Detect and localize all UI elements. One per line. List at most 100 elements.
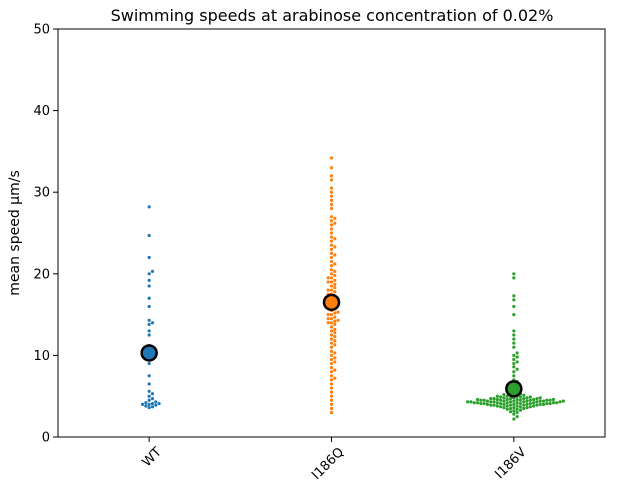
data-point xyxy=(512,329,515,332)
data-point xyxy=(330,391,333,394)
data-point xyxy=(512,374,515,377)
data-point xyxy=(512,417,515,420)
data-point xyxy=(466,400,469,403)
data-point xyxy=(509,397,512,400)
data-point xyxy=(558,400,561,403)
data-point xyxy=(502,403,505,406)
data-point xyxy=(516,351,519,354)
data-point xyxy=(330,174,333,177)
data-point xyxy=(333,351,336,354)
data-point xyxy=(330,284,333,287)
data-point xyxy=(512,358,515,361)
data-point xyxy=(549,402,552,405)
data-point xyxy=(148,395,151,398)
y-tick-label: 20 xyxy=(33,267,50,282)
data-point xyxy=(333,290,336,293)
data-point xyxy=(496,395,499,398)
data-point xyxy=(148,403,151,406)
data-point xyxy=(509,400,512,403)
data-point xyxy=(512,276,515,279)
data-point xyxy=(148,297,151,300)
data-point xyxy=(512,365,515,368)
data-point xyxy=(333,339,336,342)
data-point xyxy=(330,362,333,365)
data-point xyxy=(506,404,509,407)
data-point xyxy=(333,222,336,225)
data-point xyxy=(333,315,336,318)
data-point xyxy=(516,355,519,358)
data-point xyxy=(333,368,336,371)
data-point xyxy=(330,166,333,169)
data-point xyxy=(512,337,515,340)
data-point xyxy=(532,401,535,404)
data-point xyxy=(330,203,333,206)
data-point xyxy=(499,399,502,402)
data-point xyxy=(148,234,151,237)
data-point xyxy=(327,289,330,292)
data-point xyxy=(148,305,151,308)
mean-marker xyxy=(142,345,157,360)
data-point xyxy=(519,399,522,402)
data-point xyxy=(330,199,333,202)
data-point xyxy=(535,397,538,400)
data-point xyxy=(512,403,515,406)
data-point xyxy=(522,407,525,410)
data-point xyxy=(330,386,333,389)
data-point xyxy=(333,253,336,256)
data-point xyxy=(519,395,522,398)
data-point xyxy=(476,401,479,404)
data-point xyxy=(144,401,147,404)
data-point xyxy=(529,395,532,398)
data-point xyxy=(330,227,333,230)
data-point xyxy=(529,399,532,402)
y-axis-label: mean speed μm/s xyxy=(7,170,23,295)
data-point xyxy=(330,268,333,271)
data-point xyxy=(529,405,532,408)
data-point xyxy=(525,406,528,409)
data-point xyxy=(512,294,515,297)
data-point xyxy=(330,395,333,398)
data-point xyxy=(330,289,333,292)
data-point xyxy=(469,400,472,403)
data-point xyxy=(333,323,336,326)
data-point xyxy=(333,237,336,240)
data-point xyxy=(519,408,522,411)
data-point xyxy=(148,382,151,385)
data-point xyxy=(333,356,336,359)
data-point xyxy=(473,401,476,404)
data-point xyxy=(333,279,336,282)
x-tick-label: I186Q xyxy=(309,445,347,483)
data-point xyxy=(330,244,333,247)
data-point xyxy=(492,404,495,407)
chart-title: Swimming speeds at arabinose concentrati… xyxy=(111,6,554,25)
data-point xyxy=(333,343,336,346)
data-point xyxy=(330,411,333,414)
data-point xyxy=(509,410,512,413)
data-point xyxy=(151,397,154,400)
data-point xyxy=(330,329,333,332)
data-point xyxy=(476,398,479,401)
data-point xyxy=(330,272,333,275)
data-point xyxy=(151,402,154,405)
data-point xyxy=(330,264,333,267)
data-point xyxy=(330,342,333,345)
data-point xyxy=(330,215,333,218)
data-point xyxy=(509,404,512,407)
data-point xyxy=(502,393,505,396)
data-point xyxy=(512,298,515,301)
data-point xyxy=(330,350,333,353)
data-point xyxy=(512,413,515,416)
data-point xyxy=(562,399,565,402)
data-point xyxy=(512,354,515,357)
data-point xyxy=(330,403,333,406)
data-point xyxy=(506,401,509,404)
data-point xyxy=(499,395,502,398)
data-point xyxy=(525,403,528,406)
data-point xyxy=(148,362,151,365)
data-point xyxy=(512,333,515,336)
data-point xyxy=(516,415,519,418)
data-point xyxy=(512,342,515,345)
data-point xyxy=(483,402,486,405)
data-point xyxy=(516,408,519,411)
data-point xyxy=(330,325,333,328)
